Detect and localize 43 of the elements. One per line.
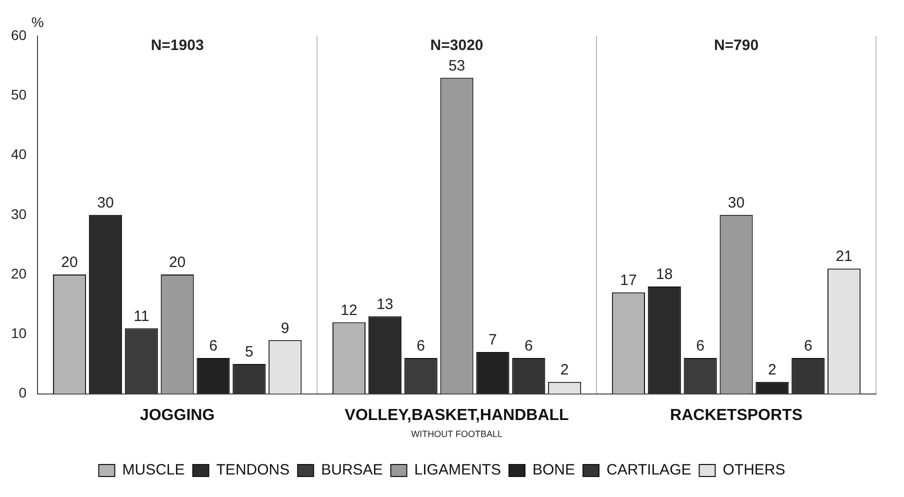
data-label: 30 [728,194,745,212]
data-label: 5 [245,344,254,361]
annotation: N=790 [714,37,759,54]
data-label: 13 [376,296,394,313]
data-label: 6 [416,338,426,355]
y-tick-label: 10 [10,325,27,342]
data-label: 18 [656,266,673,284]
legend-label: BURSAE [321,462,383,479]
legend-label: BONE [532,462,575,479]
data-label: 6 [696,338,704,355]
y-axis-title: % [31,14,44,30]
text: WITHOUT FOOTBALL [411,428,502,439]
data-label: 6 [209,338,218,355]
data-label: 2 [560,362,569,379]
x-tick-label: RACKETSPORTS [670,406,803,424]
x-tick-label: JOGGING [140,406,215,424]
x-tick-label: VOLLEY,BASKET,HANDBALL [344,406,570,424]
data-label: 9 [280,320,290,337]
data-label: 30 [97,194,114,212]
y-tick-label: 60 [10,26,27,43]
data-label: 6 [524,338,533,355]
data-label: 11 [134,308,150,325]
data-label: 17 [620,272,637,290]
legend-label: TENDONS [216,462,290,479]
annotation: N=1903 [150,37,204,54]
data-label: 20 [61,254,78,272]
y-tick-label: 40 [10,146,27,162]
data-label: 20 [168,254,186,272]
y-tick-label: 20 [10,265,27,282]
y-tick-label: 30 [10,206,27,222]
data-label: 12 [340,302,358,319]
legend-label: LIGAMENTS [414,462,501,479]
legend-label: MUSCLE [122,462,185,479]
data-label: 6 [804,338,812,355]
legend-label: OTHERS [722,462,786,479]
y-tick-label: 0 [18,384,27,401]
y-tick-label: 50 [10,86,27,102]
legend-label: CARTILAGE [606,462,692,479]
annotation: N=3020 [430,37,484,54]
data-label: 2 [768,362,776,379]
data-label: 7 [488,332,497,349]
data-label: 53 [448,57,466,74]
data-label: 21 [836,248,852,266]
